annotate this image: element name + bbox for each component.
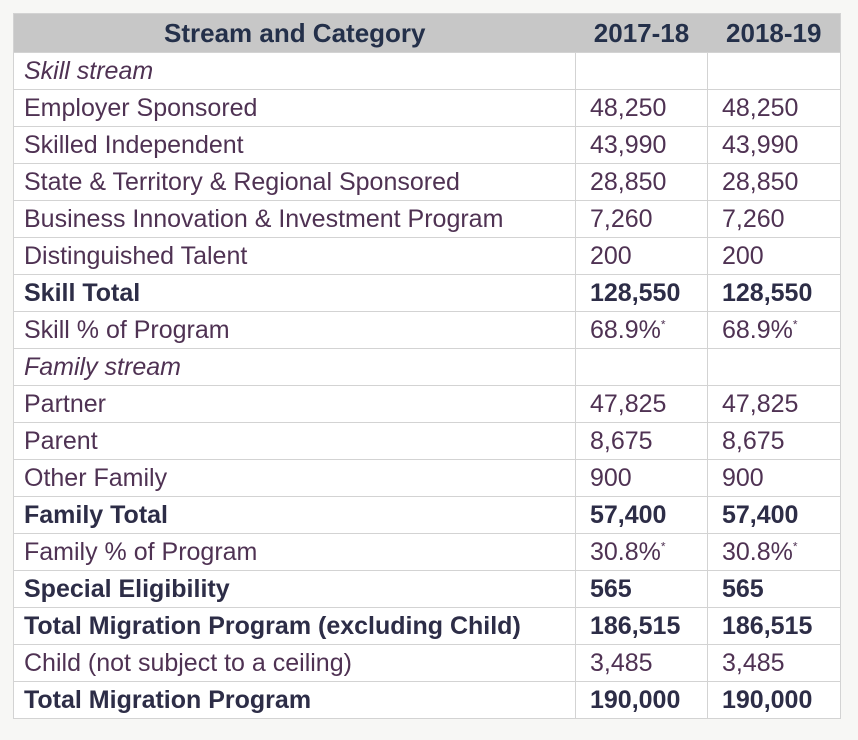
row-label: Skill stream (13, 52, 576, 90)
col-header-2018-19: 2018-19 (707, 13, 841, 53)
migration-program-table: Stream and Category 2017-18 2018-19 Skil… (13, 13, 841, 719)
table-header-row: Stream and Category 2017-18 2018-19 (13, 13, 841, 53)
table-row: State & Territory & Regional Sponsored 28… (13, 163, 841, 201)
row-label: Total Migration Program (13, 681, 576, 719)
row-value: 48,250 (707, 89, 841, 127)
row-value: 57,400 (707, 496, 841, 534)
row-value: 57,400 (575, 496, 708, 534)
row-value: 48,250 (575, 89, 708, 127)
row-value (707, 348, 841, 386)
table-row: Partner 47,825 47,825 (13, 385, 841, 423)
row-value: 28,850 (575, 163, 708, 201)
row-value: 186,515 (575, 607, 708, 645)
row-value: 900 (707, 459, 841, 497)
table-row: Skill % of Program 68.9%* 68.9%* (13, 311, 841, 349)
row-label: Parent (13, 422, 576, 460)
row-value: 43,990 (707, 126, 841, 164)
table-row: Child (not subject to a ceiling) 3,485 3,4… (13, 644, 841, 682)
row-value: 200 (707, 237, 841, 275)
table-row: Family Total 57,400 57,400 (13, 496, 841, 534)
footnote-marker: * (792, 539, 798, 554)
row-value (575, 348, 708, 386)
row-label: Family stream (13, 348, 576, 386)
row-value: 68.9%* (575, 311, 708, 349)
col-header-2017-18: 2017-18 (575, 13, 708, 53)
row-label: Skill Total (13, 274, 576, 312)
row-label: Special Eligibility (13, 570, 576, 608)
row-value: 128,550 (575, 274, 708, 312)
col-header-stream-category: Stream and Category (13, 13, 576, 53)
row-label: Skill % of Program (13, 311, 576, 349)
row-value: 68.9%* (707, 311, 841, 349)
row-value: 47,825 (575, 385, 708, 423)
table-row: Total Migration Program 190,000 190,000 (13, 681, 841, 719)
row-value (707, 52, 841, 90)
table-row: Skilled Independent 43,990 43,990 (13, 126, 841, 164)
table-row: Other Family 900 900 (13, 459, 841, 497)
row-value: 200 (575, 237, 708, 275)
row-label: Business Innovation & Investment Program (13, 200, 576, 238)
table-row: Family % of Program 30.8%* 30.8%* (13, 533, 841, 571)
row-value: 30.8%* (707, 533, 841, 571)
footnote-marker: * (792, 317, 798, 332)
footnote-marker: * (660, 539, 666, 554)
row-label: Total Migration Program (excluding Child… (13, 607, 576, 645)
table-row: Total Migration Program (excluding Child… (13, 607, 841, 645)
table-row: Employer Sponsored 48,250 48,250 (13, 89, 841, 127)
row-value: 190,000 (707, 681, 841, 719)
row-value: 7,260 (575, 200, 708, 238)
footnote-marker: * (660, 317, 666, 332)
row-value: 30.8%* (575, 533, 708, 571)
row-label: Employer Sponsored (13, 89, 576, 127)
row-value: 47,825 (707, 385, 841, 423)
row-value: 186,515 (707, 607, 841, 645)
row-value: 43,990 (575, 126, 708, 164)
row-value: 565 (707, 570, 841, 608)
row-label: State & Territory & Regional Sponsored (13, 163, 576, 201)
row-label: Distinguished Talent (13, 237, 576, 275)
row-value: 128,550 (707, 274, 841, 312)
row-label: Family Total (13, 496, 576, 534)
row-label: Child (not subject to a ceiling) (13, 644, 576, 682)
row-value: 8,675 (707, 422, 841, 460)
row-label: Skilled Independent (13, 126, 576, 164)
row-value: 900 (575, 459, 708, 497)
table-row: Skill stream (13, 52, 841, 90)
row-label: Family % of Program (13, 533, 576, 571)
table-row: Business Innovation & Investment Program… (13, 200, 841, 238)
table-row: Parent 8,675 8,675 (13, 422, 841, 460)
row-value (575, 52, 708, 90)
table-body: Skill stream Employer Sponsored 48,250 48,2… (13, 52, 841, 719)
table-row: Skill Total 128,550 128,550 (13, 274, 841, 312)
row-value: 28,850 (707, 163, 841, 201)
table-row: Distinguished Talent 200 200 (13, 237, 841, 275)
row-value: 7,260 (707, 200, 841, 238)
row-value: 3,485 (575, 644, 708, 682)
row-value: 565 (575, 570, 708, 608)
row-label: Other Family (13, 459, 576, 497)
table-row: Special Eligibility 565 565 (13, 570, 841, 608)
row-label: Partner (13, 385, 576, 423)
row-value: 3,485 (707, 644, 841, 682)
row-value: 190,000 (575, 681, 708, 719)
row-value: 8,675 (575, 422, 708, 460)
table-row: Family stream (13, 348, 841, 386)
